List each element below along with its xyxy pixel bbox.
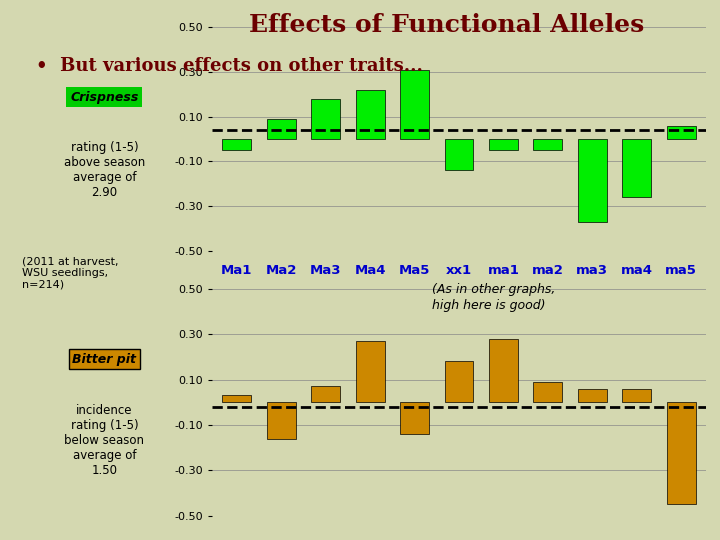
Text: ma4: ma4: [621, 264, 653, 276]
Bar: [444, 139, 474, 171]
Text: Ma3: Ma3: [310, 264, 341, 276]
Text: Bitter pit: Bitter pit: [73, 353, 136, 366]
Text: ma5: ma5: [665, 264, 697, 276]
Bar: [622, 139, 651, 197]
Bar: [444, 361, 474, 402]
Bar: [622, 389, 651, 402]
Text: ma3: ma3: [576, 264, 608, 276]
Bar: [534, 382, 562, 402]
Bar: [489, 339, 518, 402]
Text: Effects of Functional Alleles: Effects of Functional Alleles: [249, 14, 644, 37]
Bar: [489, 139, 518, 150]
Bar: [534, 139, 562, 150]
Text: ma2: ma2: [532, 264, 564, 276]
Text: rating (1-5)
above season
average of
2.90: rating (1-5) above season average of 2.9…: [64, 141, 145, 199]
Text: ma1: ma1: [487, 264, 519, 276]
Bar: [667, 126, 696, 139]
Text: (2011 at harvest,
WSU seedlings,
n=214): (2011 at harvest, WSU seedlings, n=214): [22, 256, 118, 289]
Text: Ma4: Ma4: [354, 264, 386, 276]
Bar: [222, 395, 251, 402]
Bar: [578, 139, 607, 222]
Text: Crispness: Crispness: [71, 91, 138, 104]
Bar: [267, 119, 296, 139]
Bar: [222, 139, 251, 150]
Bar: [667, 402, 696, 504]
Text: incidence
rating (1-5)
below season
average of
1.50: incidence rating (1-5) below season aver…: [64, 403, 145, 477]
Bar: [578, 389, 607, 402]
Text: Ma1: Ma1: [221, 264, 253, 276]
Text: xx1: xx1: [446, 264, 472, 276]
Text: Ma2: Ma2: [266, 264, 297, 276]
Text: Ma5: Ma5: [399, 264, 431, 276]
Bar: [311, 387, 340, 402]
Bar: [400, 402, 429, 434]
Text: •  But various effects on other traits...: • But various effects on other traits...: [36, 57, 423, 75]
Bar: [311, 99, 340, 139]
Bar: [356, 90, 384, 139]
Bar: [267, 402, 296, 438]
Bar: [400, 70, 429, 139]
Bar: [356, 341, 384, 402]
Text: (As in other graphs,
high here is good): (As in other graphs, high here is good): [432, 284, 555, 312]
